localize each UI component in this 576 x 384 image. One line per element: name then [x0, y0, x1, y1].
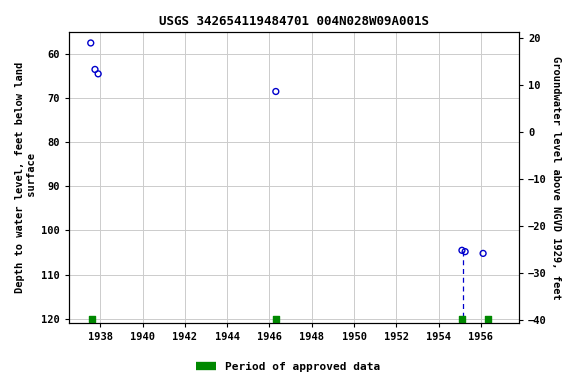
Point [457, 247, 467, 253]
Point [86, 40, 96, 46]
Point [90, 66, 100, 73]
Point [461, 248, 470, 255]
Point [484, 316, 493, 322]
Point [271, 316, 281, 322]
Point [457, 316, 467, 322]
Y-axis label: Groundwater level above NGVD 1929, feet: Groundwater level above NGVD 1929, feet [551, 56, 561, 300]
Point [87, 316, 96, 322]
Y-axis label: Depth to water level, feet below land
 surface: Depth to water level, feet below land su… [15, 62, 37, 293]
Point [271, 88, 281, 94]
Legend: Period of approved data: Period of approved data [191, 358, 385, 377]
Point [93, 71, 103, 77]
Title: USGS 342654119484701 004N028W09A001S: USGS 342654119484701 004N028W09A001S [159, 15, 429, 28]
Point [479, 250, 488, 257]
